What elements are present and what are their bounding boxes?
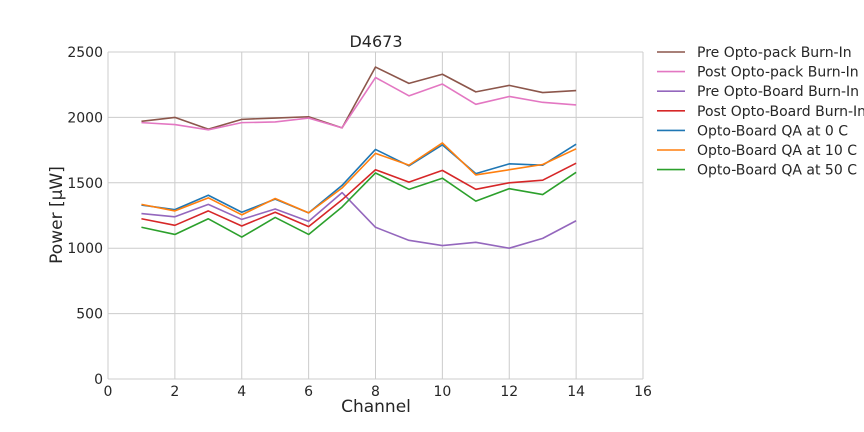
x-tick-label: 4 bbox=[237, 384, 246, 400]
x-axis-title: Channel bbox=[341, 397, 411, 417]
x-tick-label: 0 bbox=[104, 384, 113, 400]
series-line bbox=[141, 76, 577, 131]
x-tick-label: 6 bbox=[304, 384, 313, 400]
series-line bbox=[141, 66, 577, 130]
series-line bbox=[141, 171, 577, 238]
y-tick-label: 1000 bbox=[67, 241, 103, 257]
series-lines bbox=[141, 66, 577, 249]
series-line bbox=[141, 143, 577, 214]
legend-label: Post Opto-Board Burn-In bbox=[697, 104, 864, 120]
legend-label: Opto-Board QA at 0 C bbox=[697, 123, 848, 139]
y-tick-label: 2500 bbox=[67, 45, 103, 61]
axes: 0 2 4 6 8 10 12 14 16 0 500 1000 1500 2000 2500 bbox=[67, 45, 652, 400]
legend-label: Opto-Board QA at 10 C bbox=[697, 143, 857, 159]
y-axis-title: Power [μW] bbox=[47, 166, 67, 264]
y-tick-label: 500 bbox=[76, 307, 103, 323]
series-line bbox=[141, 142, 577, 216]
y-tick-label: 1500 bbox=[67, 176, 103, 192]
chart-title: D4673 bbox=[349, 32, 402, 51]
legend-label: Pre Opto-Board Burn-In bbox=[697, 84, 859, 100]
series-line bbox=[141, 191, 577, 249]
x-tick-label: 12 bbox=[500, 384, 518, 400]
legend-label: Opto-Board QA at 50 C bbox=[697, 163, 857, 179]
y-tick-label: 2000 bbox=[67, 110, 103, 126]
legend: Pre Opto-pack Burn-In Post Opto-pack Burn… bbox=[657, 45, 864, 179]
x-tick-label: 8 bbox=[371, 384, 380, 400]
x-tick-label: 16 bbox=[634, 384, 652, 400]
legend-label: Pre Opto-pack Burn-In bbox=[697, 45, 852, 61]
x-tick-label: 14 bbox=[567, 384, 585, 400]
x-tick-label: 10 bbox=[433, 384, 451, 400]
x-tick-label: 2 bbox=[170, 384, 179, 400]
y-tick-label: 0 bbox=[94, 372, 103, 388]
grid bbox=[107, 51, 644, 380]
series-line bbox=[141, 162, 577, 228]
legend-label: Post Opto-pack Burn-In bbox=[697, 65, 859, 81]
